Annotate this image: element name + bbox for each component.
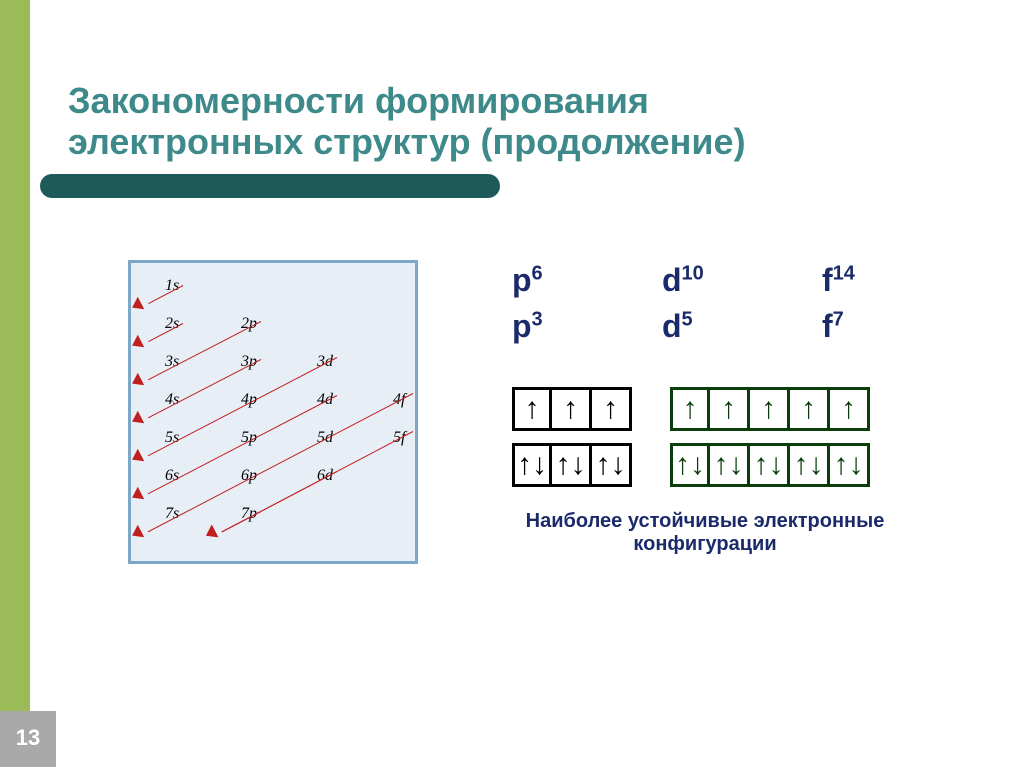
orbital-box — [670, 387, 710, 431]
orbital-row — [670, 443, 870, 487]
aufbau-arrowhead — [129, 487, 144, 504]
caption: Наиболее устойчивые электронные конфигур… — [490, 510, 920, 556]
caption-line-1: Наиболее устойчивые электронные — [526, 510, 885, 532]
aufbau-arrowhead — [129, 449, 144, 466]
config-p3: p3 — [512, 308, 543, 345]
orbital-box — [592, 443, 632, 487]
orbital-box — [512, 387, 552, 431]
aufbau-arrowhead — [129, 335, 144, 352]
aufbau-arrowhead — [203, 525, 218, 542]
aufbau-diagram: 1s2s2p3s3p3d4s4p4d4f5s5p5d5f6s6p6d7s7p — [128, 260, 418, 564]
config-p6: p6 — [512, 262, 543, 299]
orbital-row — [512, 443, 632, 487]
caption-line-2: конфигурации — [633, 533, 776, 555]
orbital-box — [750, 443, 790, 487]
orbital-box — [670, 443, 710, 487]
orbital-box — [710, 387, 750, 431]
title-underline-pill — [40, 174, 500, 198]
orbital-box — [790, 387, 830, 431]
aufbau-arrowhead — [129, 297, 144, 314]
orbital-box — [552, 387, 592, 431]
orbital-box — [830, 387, 870, 431]
config-f7: f7 — [822, 308, 844, 345]
orbital-row — [512, 387, 632, 431]
orbital-box — [512, 443, 552, 487]
orbital-row — [670, 387, 870, 431]
config-f14: f14 — [822, 262, 855, 299]
orbital-box — [552, 443, 592, 487]
aufbau-arrowhead — [129, 525, 144, 542]
aufbau-arrowhead — [129, 373, 144, 390]
page-number: 13 — [0, 725, 56, 751]
slide-title: Закономерности формирования электронных … — [68, 80, 968, 163]
orbital-box — [790, 443, 830, 487]
orbital-box — [592, 387, 632, 431]
title-line-1: Закономерности формирования — [68, 80, 649, 121]
title-text: Закономерности формирования электронных … — [68, 80, 968, 163]
accent-bar — [0, 0, 30, 767]
orbital-box — [710, 443, 750, 487]
aufbau-arrowhead — [129, 411, 144, 428]
slide: Закономерности формирования электронных … — [0, 0, 1024, 767]
config-d5: d5 — [662, 308, 693, 345]
orbital-box — [750, 387, 790, 431]
title-line-2: электронных структур (продолжение) — [68, 121, 746, 162]
config-d10: d10 — [662, 262, 704, 299]
orbital-box — [830, 443, 870, 487]
aufbau-arrow — [148, 393, 413, 532]
